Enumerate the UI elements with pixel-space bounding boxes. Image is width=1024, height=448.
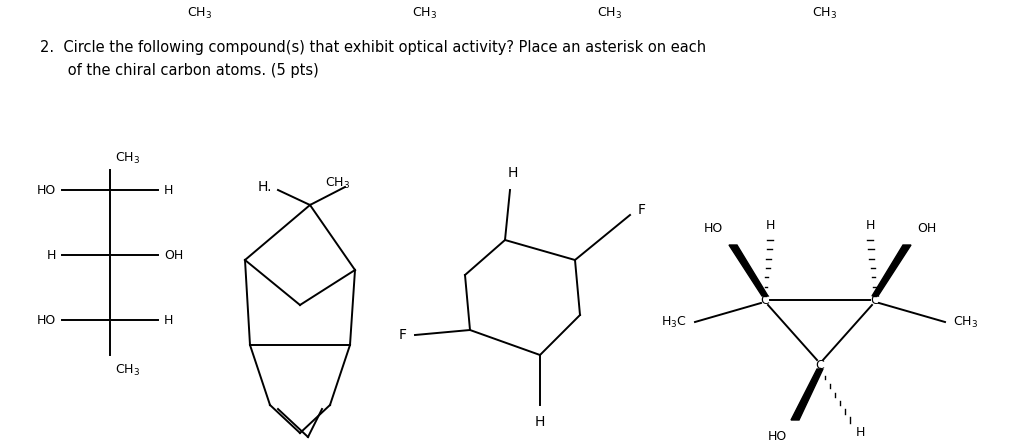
Text: HO: HO (768, 430, 787, 443)
Text: HO: HO (37, 184, 56, 197)
Text: H: H (164, 184, 173, 197)
Text: H: H (856, 426, 865, 439)
Text: CH$_3$: CH$_3$ (115, 151, 140, 166)
Text: HO: HO (703, 222, 723, 235)
Polygon shape (872, 245, 911, 296)
Text: H: H (865, 219, 874, 232)
Text: H: H (765, 219, 775, 232)
Text: F: F (638, 203, 646, 217)
Text: 2.  Circle the following compound(s) that exhibit optical activity? Place an ast: 2. Circle the following compound(s) that… (40, 40, 707, 55)
Text: C: C (816, 358, 824, 371)
Polygon shape (791, 369, 823, 420)
Text: C: C (761, 293, 769, 306)
Text: H: H (535, 415, 545, 429)
Text: CH$_3$: CH$_3$ (953, 314, 978, 330)
Text: H$_3$C: H$_3$C (662, 314, 687, 330)
Text: HO: HO (37, 314, 56, 327)
Text: of the chiral carbon atoms. (5 pts): of the chiral carbon atoms. (5 pts) (40, 63, 318, 78)
Text: H.: H. (257, 180, 272, 194)
Text: CH$_3$: CH$_3$ (187, 6, 212, 21)
Text: H: H (47, 249, 56, 262)
Text: CH$_3$: CH$_3$ (413, 6, 437, 21)
Text: H: H (164, 314, 173, 327)
Text: F: F (399, 328, 407, 342)
Text: H: H (508, 166, 518, 180)
Text: OH: OH (918, 222, 936, 235)
Text: CH$_3$: CH$_3$ (115, 362, 140, 378)
Text: C: C (870, 293, 880, 306)
Text: CH$_3$: CH$_3$ (597, 6, 622, 21)
Polygon shape (729, 245, 768, 296)
Text: OH: OH (164, 249, 183, 262)
Text: CH$_3$: CH$_3$ (325, 176, 350, 190)
Text: CH$_3$: CH$_3$ (812, 6, 837, 21)
